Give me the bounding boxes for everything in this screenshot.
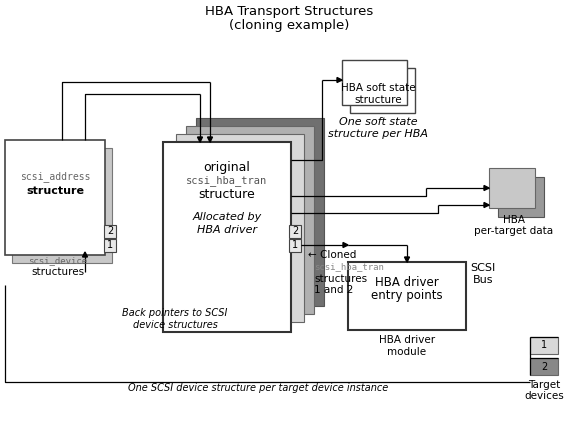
Text: One soft state: One soft state bbox=[339, 117, 417, 127]
Polygon shape bbox=[405, 257, 409, 262]
Polygon shape bbox=[83, 252, 87, 257]
Bar bbox=[104, 239, 116, 252]
Bar bbox=[289, 225, 301, 238]
Text: HBA driver: HBA driver bbox=[375, 276, 439, 289]
Text: HBA driver: HBA driver bbox=[379, 335, 435, 345]
Bar bbox=[5, 140, 105, 255]
Bar bbox=[176, 134, 304, 322]
Polygon shape bbox=[343, 243, 348, 247]
Text: structures: structures bbox=[314, 274, 367, 284]
Text: ← Cloned: ← Cloned bbox=[308, 250, 357, 260]
Text: HBA Transport Structures: HBA Transport Structures bbox=[205, 5, 373, 19]
Text: structure: structure bbox=[354, 95, 402, 105]
Text: 1 and 2: 1 and 2 bbox=[314, 285, 353, 295]
Bar bbox=[530, 358, 558, 375]
Bar bbox=[350, 68, 415, 113]
Text: scsi_hba_tran: scsi_hba_tran bbox=[186, 176, 268, 187]
Text: device structures: device structures bbox=[132, 320, 217, 330]
Text: One SCSI device structure per target device instance: One SCSI device structure per target dev… bbox=[128, 383, 388, 393]
Bar bbox=[489, 168, 535, 208]
Bar bbox=[348, 262, 466, 330]
Text: module: module bbox=[387, 347, 427, 357]
Text: devices: devices bbox=[524, 391, 564, 401]
Polygon shape bbox=[198, 137, 202, 142]
Text: 2: 2 bbox=[292, 227, 298, 236]
Polygon shape bbox=[484, 186, 489, 190]
Text: Allocated by: Allocated by bbox=[192, 212, 262, 222]
Text: HBA soft state: HBA soft state bbox=[340, 83, 416, 93]
Text: 1: 1 bbox=[292, 241, 298, 251]
Bar bbox=[342, 60, 407, 105]
Bar bbox=[498, 177, 544, 217]
Text: Back pointers to SCSI: Back pointers to SCSI bbox=[123, 308, 228, 318]
Text: structure: structure bbox=[26, 186, 84, 196]
Polygon shape bbox=[484, 203, 489, 208]
Text: structures: structures bbox=[31, 267, 84, 277]
Bar bbox=[289, 239, 301, 252]
Text: entry points: entry points bbox=[371, 289, 443, 301]
Text: structure: structure bbox=[199, 189, 255, 201]
Bar bbox=[196, 118, 324, 306]
Text: SCSI: SCSI bbox=[470, 263, 495, 273]
Bar bbox=[186, 126, 314, 314]
Text: scsi_hba_tran: scsi_hba_tran bbox=[314, 262, 384, 271]
Bar bbox=[530, 337, 558, 354]
Text: Target: Target bbox=[528, 380, 560, 390]
Polygon shape bbox=[208, 137, 213, 142]
Text: Bus: Bus bbox=[473, 275, 493, 285]
Text: per-target data: per-target data bbox=[475, 226, 554, 236]
Text: 2: 2 bbox=[107, 227, 113, 236]
Bar bbox=[104, 225, 116, 238]
Text: HBA driver: HBA driver bbox=[197, 225, 257, 235]
Text: HBA: HBA bbox=[503, 215, 525, 225]
Polygon shape bbox=[337, 78, 342, 82]
Text: scsi_device: scsi_device bbox=[28, 257, 87, 265]
Bar bbox=[163, 142, 291, 332]
Bar bbox=[12, 148, 112, 263]
Text: (cloning example): (cloning example) bbox=[229, 19, 349, 32]
Text: original: original bbox=[203, 160, 250, 173]
Text: structure per HBA: structure per HBA bbox=[328, 129, 428, 139]
Text: 1: 1 bbox=[107, 241, 113, 251]
Text: 2: 2 bbox=[541, 362, 547, 371]
Text: scsi_address: scsi_address bbox=[20, 172, 90, 182]
Text: 1: 1 bbox=[541, 341, 547, 351]
